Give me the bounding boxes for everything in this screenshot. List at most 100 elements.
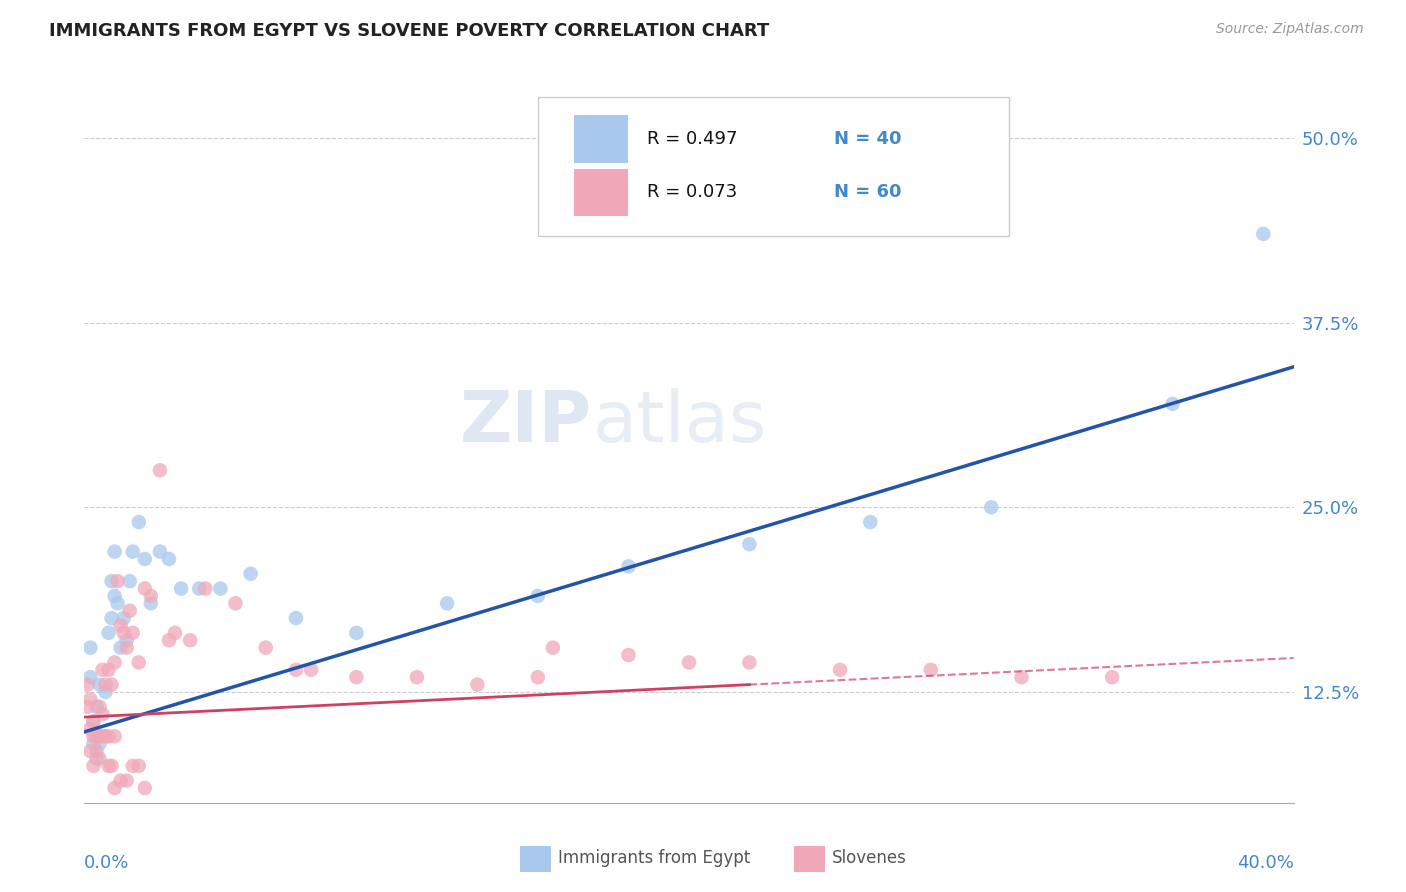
Point (436, 596, 458, 610)
Text: ZIP: ZIP (460, 388, 592, 457)
Point (104, 729, 127, 743)
Point (82, 714, 104, 729)
Point (225, 596, 247, 610)
Point (79, 692, 101, 706)
Point (110, 773, 132, 788)
Point (97, 625, 120, 640)
Point (82, 729, 104, 743)
Point (830, 663, 852, 677)
Point (94, 677, 117, 691)
Point (406, 670, 429, 684)
Point (79, 744, 101, 758)
Point (134, 552, 156, 566)
Point (209, 582, 232, 596)
Point (107, 596, 129, 610)
Point (139, 589, 162, 603)
Point (299, 663, 322, 677)
Point (149, 544, 172, 558)
Point (118, 604, 141, 618)
Point (86, 729, 108, 743)
Point (104, 544, 127, 558)
Point (179, 633, 201, 648)
Point (128, 515, 150, 529)
Point (346, 670, 368, 684)
Point (104, 780, 127, 795)
Point (128, 759, 150, 773)
Point (89, 699, 111, 714)
FancyBboxPatch shape (574, 169, 628, 216)
Point (118, 574, 141, 589)
Point (121, 544, 143, 558)
Point (97, 663, 120, 677)
Point (100, 759, 122, 773)
Text: Slovenes: Slovenes (832, 849, 907, 867)
Point (94, 729, 117, 743)
Point (738, 656, 761, 670)
Text: R = 0.497: R = 0.497 (647, 130, 737, 148)
Point (859, 515, 882, 529)
Point (115, 633, 138, 648)
Point (617, 559, 640, 574)
Point (194, 582, 217, 596)
Point (1253, 227, 1275, 241)
Point (165, 625, 187, 640)
Point (86, 751, 108, 765)
Point (104, 656, 127, 670)
Text: N = 60: N = 60 (834, 184, 901, 202)
Point (79, 670, 101, 684)
Point (82, 714, 104, 729)
FancyBboxPatch shape (538, 97, 1010, 235)
Point (121, 625, 143, 640)
Point (157, 552, 180, 566)
Point (170, 582, 193, 596)
Point (139, 596, 162, 610)
Point (115, 773, 138, 788)
Point (89, 737, 111, 751)
Point (285, 611, 308, 625)
Point (76, 699, 98, 714)
Point (89, 751, 111, 765)
Point (100, 677, 122, 691)
Point (285, 663, 308, 677)
Point (980, 500, 1002, 515)
Point (100, 574, 122, 589)
Point (91, 663, 114, 677)
Point (254, 640, 277, 655)
Point (920, 663, 942, 677)
Point (94, 685, 117, 699)
Text: Source: ZipAtlas.com: Source: ZipAtlas.com (1216, 22, 1364, 37)
Point (541, 640, 564, 655)
Text: N = 40: N = 40 (834, 130, 901, 148)
Point (1161, 397, 1184, 411)
Point (527, 670, 550, 684)
Point (134, 780, 156, 795)
Text: 0.0%: 0.0% (84, 854, 129, 872)
Point (86, 699, 108, 714)
Point (121, 759, 143, 773)
Point (79, 722, 101, 736)
Text: Immigrants from Egypt: Immigrants from Egypt (558, 849, 751, 867)
Point (97, 759, 120, 773)
Point (346, 625, 368, 640)
Point (82, 737, 104, 751)
Point (79, 640, 101, 655)
Point (104, 589, 127, 603)
Point (89, 677, 111, 691)
FancyBboxPatch shape (574, 115, 628, 163)
Point (91, 707, 114, 722)
Point (97, 729, 120, 743)
Text: IMMIGRANTS FROM EGYPT VS SLOVENE POVERTY CORRELATION CHART: IMMIGRANTS FROM EGYPT VS SLOVENE POVERTY… (49, 22, 769, 40)
Point (527, 589, 550, 603)
Point (157, 633, 180, 648)
Point (76, 677, 98, 691)
Point (107, 574, 129, 589)
Point (1101, 670, 1123, 684)
Point (89, 729, 111, 743)
Point (86, 744, 108, 758)
Point (188, 582, 211, 596)
Point (110, 618, 132, 632)
Text: atlas: atlas (592, 388, 766, 457)
Point (1011, 670, 1033, 684)
Point (134, 582, 156, 596)
Point (112, 611, 135, 625)
